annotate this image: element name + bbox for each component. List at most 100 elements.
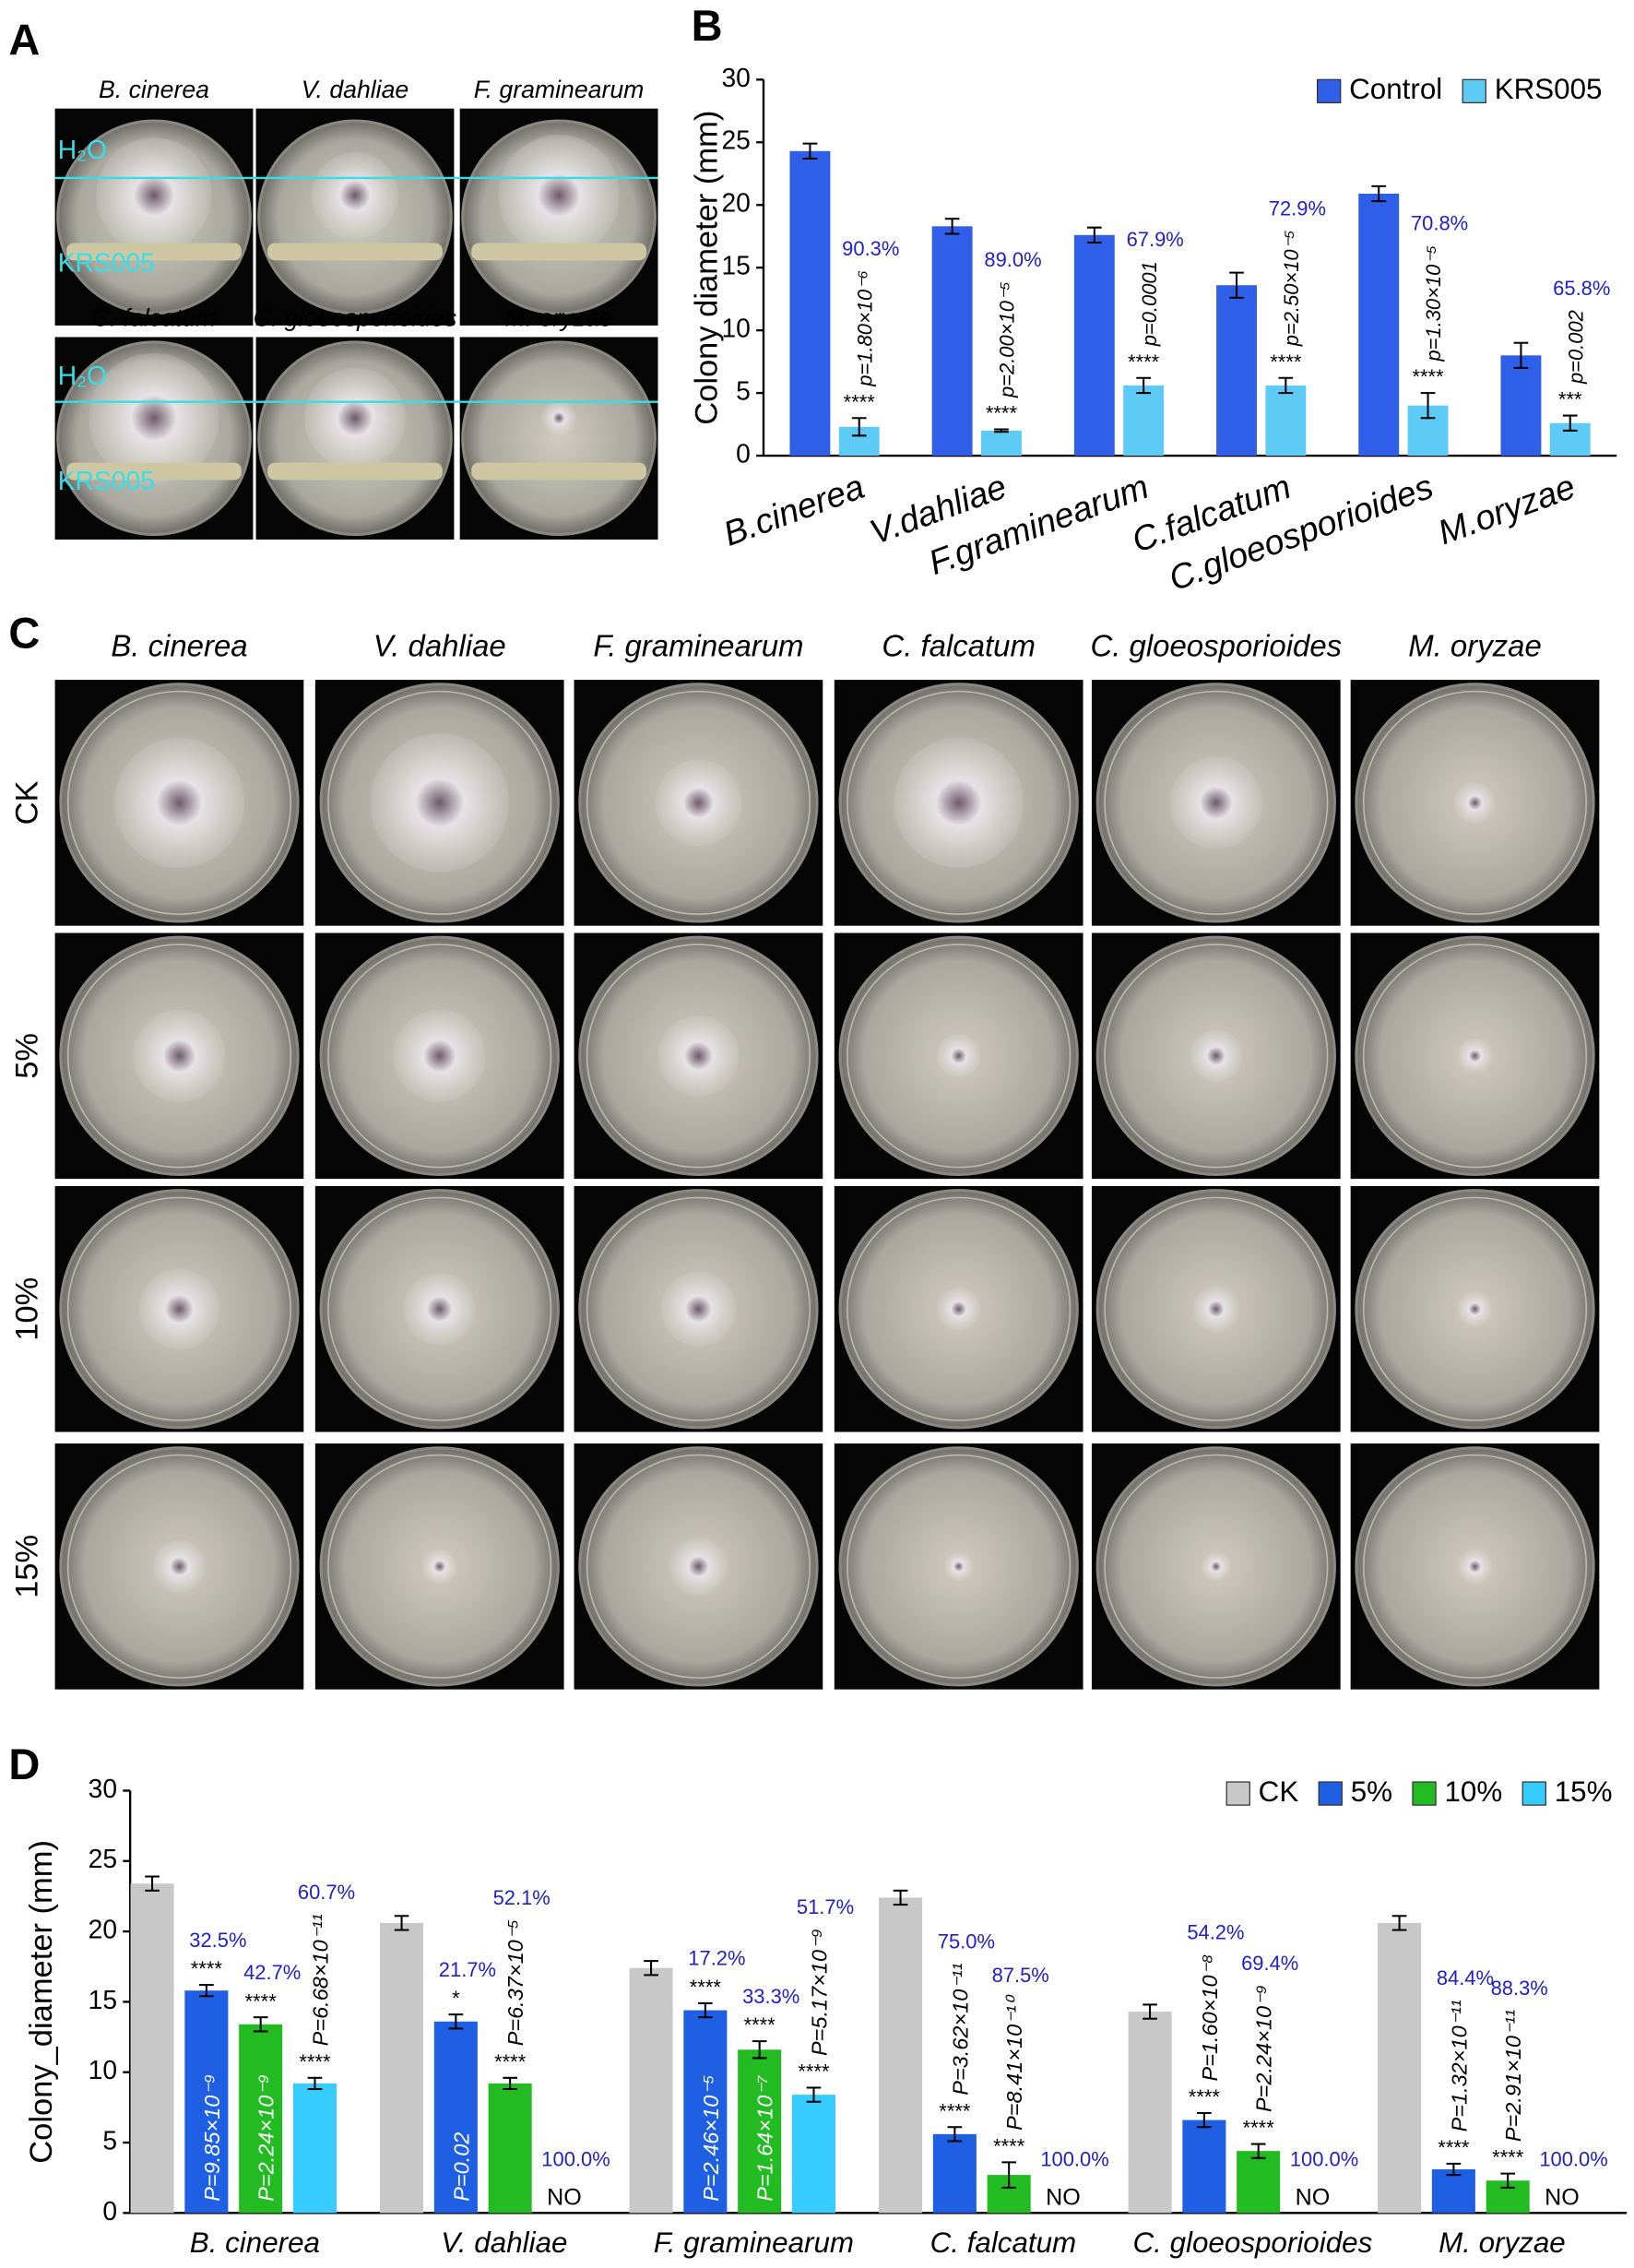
- bacterial-streak: [66, 462, 242, 481]
- significance-label: ****: [1243, 2117, 1275, 2140]
- significance-label: ****: [1128, 350, 1160, 374]
- legend-swatch: [1318, 1781, 1343, 1806]
- value-label: NO: [1545, 2184, 1580, 2210]
- petri-rim: [586, 1454, 811, 1679]
- p-value-label: P=8.41×10⁻¹⁰: [1002, 1994, 1026, 2131]
- colony: [1457, 1291, 1493, 1327]
- y-tick-label: 30: [721, 63, 750, 92]
- species-label: C. falcatum: [882, 628, 1036, 662]
- p-value-label: P=1.32×10⁻¹¹: [1447, 2000, 1471, 2131]
- colony: [304, 367, 406, 469]
- inhibition-label: 84.4%: [1437, 1966, 1494, 1989]
- p-value-label: P=2.46×10⁻⁵: [699, 2074, 723, 2201]
- strain-label: KRS005: [58, 248, 155, 278]
- bar: [629, 1967, 673, 2214]
- significance-label: ****: [939, 2099, 971, 2122]
- significance-label: ****: [798, 2060, 830, 2084]
- bar: [1378, 1922, 1422, 2214]
- inhibition-label: 75.0%: [938, 1930, 995, 1953]
- petri-rim: [847, 1196, 1072, 1421]
- species-label: B. cinerea: [99, 76, 209, 103]
- p-value-label: P=3.62×10⁻¹¹: [948, 1963, 972, 2095]
- petri-rim: [1362, 1454, 1588, 1679]
- x-tick-label: M.oryzae: [1433, 467, 1581, 552]
- legend-label: CK: [1259, 1775, 1299, 1808]
- bar: [683, 2010, 728, 2214]
- p-value-label: P=0.02: [449, 2132, 473, 2202]
- bar: [879, 1897, 923, 2214]
- p-value-label: P=1.60×10⁻⁸: [1198, 1954, 1222, 2082]
- colony: [937, 1034, 981, 1078]
- inhibition-label: 65.8%: [1553, 277, 1610, 300]
- colony: [1457, 1549, 1493, 1585]
- petri-rim: [66, 1196, 291, 1421]
- colony: [311, 151, 399, 239]
- legend-label: Control: [1349, 73, 1442, 105]
- x-tick-label: C. falcatum: [930, 2226, 1077, 2259]
- petri-rim: [1104, 944, 1329, 1169]
- value-label: NO: [1296, 2184, 1331, 2210]
- p-value-label: p=2.50×10⁻⁵: [1280, 231, 1303, 348]
- petri-rim: [1104, 1196, 1329, 1421]
- petri-rim: [586, 690, 811, 915]
- colony: [1457, 1039, 1493, 1074]
- colony: [96, 137, 212, 254]
- bar: [1128, 2012, 1172, 2214]
- y-tick-label: 10: [89, 2055, 117, 2084]
- p-value-label: P=2.91×10⁻¹¹: [1501, 2010, 1525, 2142]
- y-tick-label: 10: [721, 314, 750, 343]
- colony: [421, 1549, 457, 1585]
- colony: [894, 737, 1024, 868]
- bar: [1358, 193, 1400, 457]
- significance-label: ****: [299, 2050, 331, 2073]
- significance-label: ****: [1438, 2136, 1470, 2159]
- colony: [657, 1015, 740, 1097]
- x-tick-label: B. cinerea: [190, 2226, 320, 2259]
- legend-swatch: [1522, 1781, 1546, 1806]
- inhibition-label: 72.9%: [1269, 196, 1326, 220]
- significance-label: ****: [1412, 365, 1444, 388]
- significance-label: ****: [1492, 2146, 1524, 2169]
- y-tick-label: 25: [89, 1844, 117, 1873]
- y-tick-label: 0: [102, 2196, 117, 2226]
- strain-label: KRS005: [58, 466, 155, 495]
- significance-label: ****: [494, 2050, 527, 2073]
- value-label: NO: [547, 2184, 582, 2210]
- significance-label: *: [452, 1987, 460, 2010]
- p-value-label: P=2.24×10⁻⁹: [1252, 1985, 1276, 2112]
- significance-label: ****: [690, 1976, 722, 1999]
- water-label: H₂O: [58, 135, 107, 164]
- colony: [498, 134, 620, 256]
- petri-rim: [1104, 690, 1329, 915]
- significance-label: ****: [191, 1957, 223, 1980]
- p-value-label: P=6.68×10⁻¹¹: [309, 1914, 333, 2046]
- inhibition-label: 67.9%: [1127, 228, 1184, 251]
- inhibition-label: 88.3%: [1491, 1977, 1548, 2000]
- row-label: 5%: [9, 1033, 44, 1079]
- colony: [1192, 1286, 1239, 1333]
- petri-rim: [1362, 944, 1588, 1169]
- inhibition-label: 32.5%: [189, 1929, 246, 1952]
- inhibition-label: 33.3%: [742, 1985, 799, 2008]
- petri-rim: [327, 690, 552, 915]
- colony: [1454, 782, 1496, 824]
- significance-label: ****: [993, 2135, 1025, 2158]
- panel-label: D: [8, 1740, 40, 1788]
- p-value-label: P=5.17×10⁻⁹: [808, 1929, 832, 2056]
- significance-label: ****: [245, 1989, 278, 2013]
- species-label: M. oryzae: [505, 304, 613, 332]
- value-label: NO: [1046, 2184, 1081, 2210]
- colony: [138, 1268, 220, 1350]
- inhibition-label: 60.7%: [298, 1881, 355, 1904]
- significance-label: ****: [1189, 2085, 1221, 2108]
- row-label: 15%: [9, 1535, 44, 1598]
- colony: [403, 1273, 476, 1346]
- legend-swatch: [1317, 78, 1342, 104]
- colony: [655, 759, 742, 847]
- bacterial-streak: [66, 243, 242, 261]
- p-value-label: p=0.002: [1564, 310, 1587, 385]
- petri-rim: [586, 1196, 811, 1421]
- inhibition-label: 70.8%: [1411, 212, 1468, 235]
- x-tick-label: V. dahliae: [441, 2226, 567, 2259]
